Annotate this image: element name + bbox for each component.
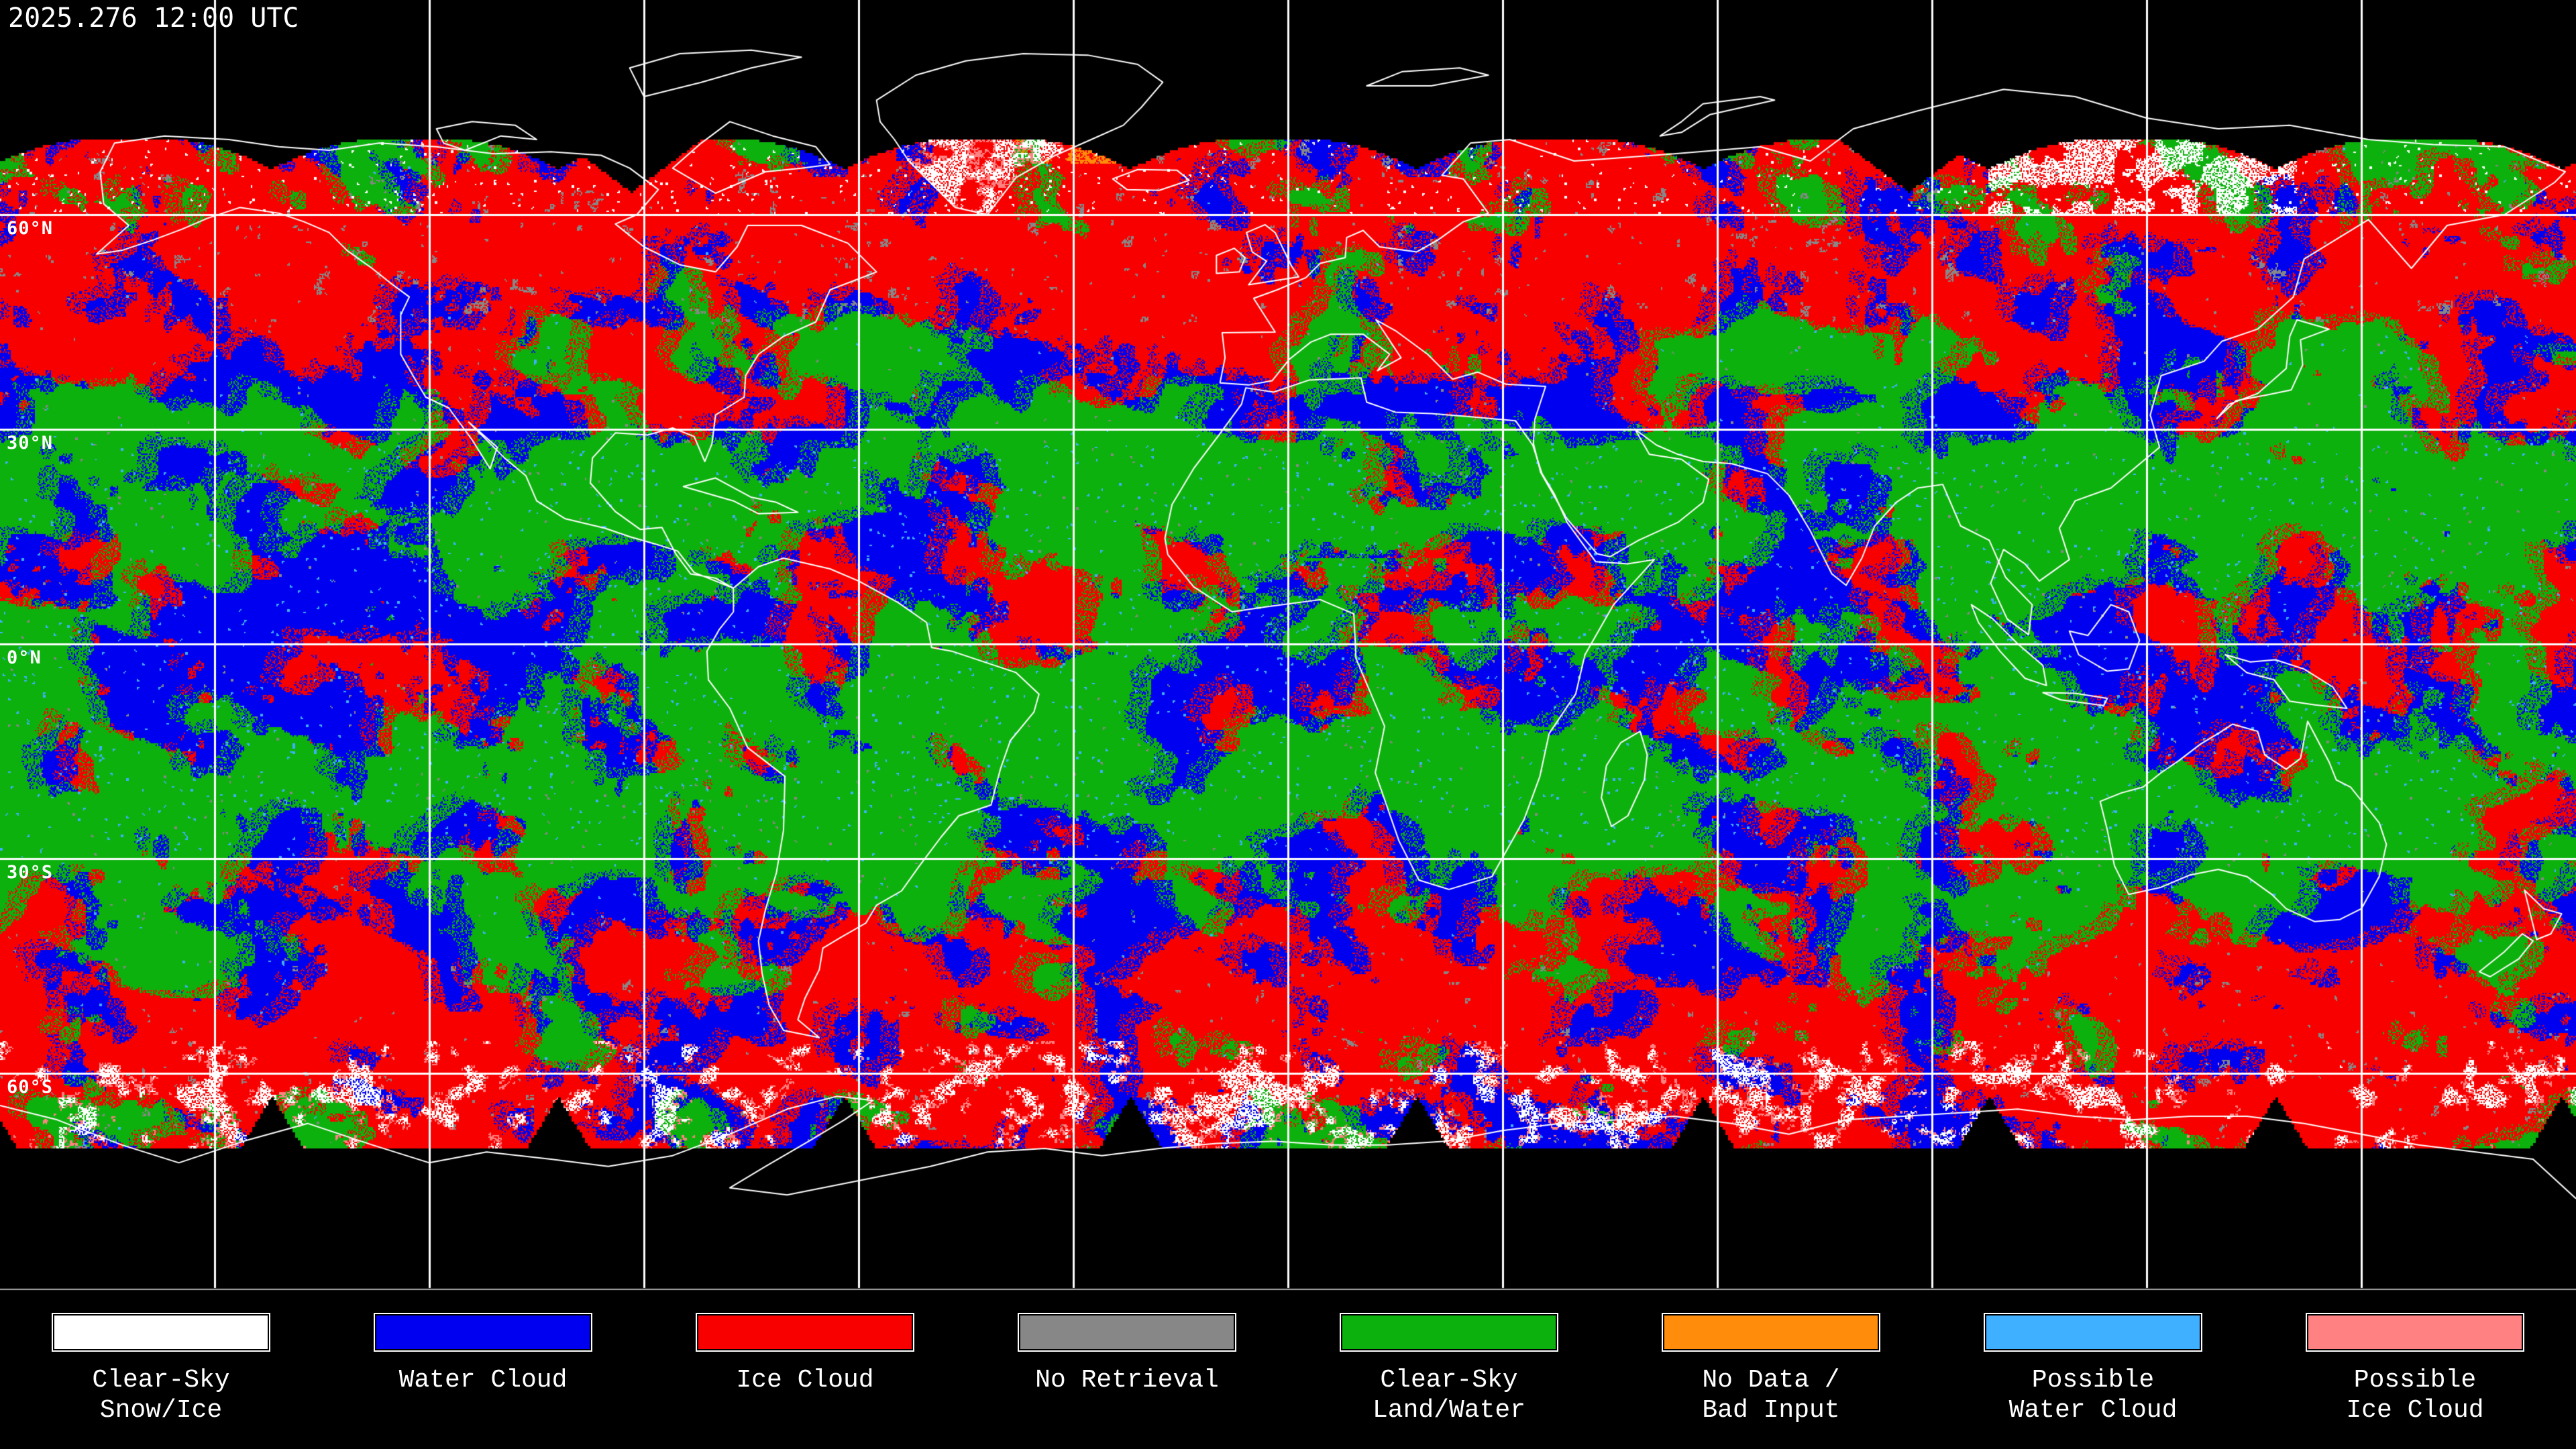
legend-label-no-data-bad-input: No Data / Bad Input xyxy=(1702,1366,1840,1425)
legend-swatch-possible-ice-cloud xyxy=(2306,1313,2524,1352)
lat-label-60S: 60°S xyxy=(7,1077,54,1097)
lat-label-30N: 30°N xyxy=(7,433,54,453)
legend-label-no-retrieval: No Retrieval xyxy=(1035,1366,1219,1395)
legend-swatch-no-data-bad-input xyxy=(1662,1313,1880,1352)
legend-label-water-cloud: Water Cloud xyxy=(398,1366,568,1395)
legend-label-possible-water-cloud: Possible Water Cloud xyxy=(2008,1366,2178,1425)
legend-label-possible-ice-cloud: Possible Ice Cloud xyxy=(2346,1366,2484,1425)
legend-label-clear-sky-snow-ice: Clear-Sky Snow/Ice xyxy=(92,1366,230,1425)
legend-item-no-retrieval: No Retrieval xyxy=(966,1291,1288,1449)
legend-item-water-cloud: Water Cloud xyxy=(322,1291,644,1449)
legend: Clear-Sky Snow/Ice Water Cloud Ice Cloud No … xyxy=(0,1291,2576,1449)
legend-item-possible-water-cloud: Possible Water Cloud xyxy=(1932,1291,2254,1449)
lat-label-60N: 60°N xyxy=(7,218,54,239)
timestamp: 2025.276 12:00 UTC xyxy=(8,3,299,34)
legend-label-clear-sky-land-water: Clear-Sky Land/Water xyxy=(1372,1366,1526,1425)
lat-label-0N: 0°N xyxy=(7,647,42,668)
legend-swatch-water-cloud xyxy=(374,1313,592,1352)
lat-label-30S: 30°S xyxy=(7,862,54,883)
legend-swatch-possible-water-cloud xyxy=(1984,1313,2202,1352)
world-map-canvas xyxy=(0,0,2576,1291)
legend-label-ice-cloud: Ice Cloud xyxy=(736,1366,874,1395)
legend-item-clear-sky-snow-ice: Clear-Sky Snow/Ice xyxy=(0,1291,322,1449)
legend-swatch-ice-cloud xyxy=(696,1313,914,1352)
legend-item-no-data-bad-input: No Data / Bad Input xyxy=(1610,1291,1932,1449)
legend-item-possible-ice-cloud: Possible Ice Cloud xyxy=(2254,1291,2576,1449)
legend-swatch-no-retrieval xyxy=(1018,1313,1236,1352)
legend-swatch-clear-sky-snow-ice xyxy=(52,1313,270,1352)
legend-item-ice-cloud: Ice Cloud xyxy=(644,1291,966,1449)
legend-swatch-clear-sky-land-water xyxy=(1340,1313,1558,1352)
legend-item-clear-sky-land-water: Clear-Sky Land/Water xyxy=(1288,1291,1610,1449)
